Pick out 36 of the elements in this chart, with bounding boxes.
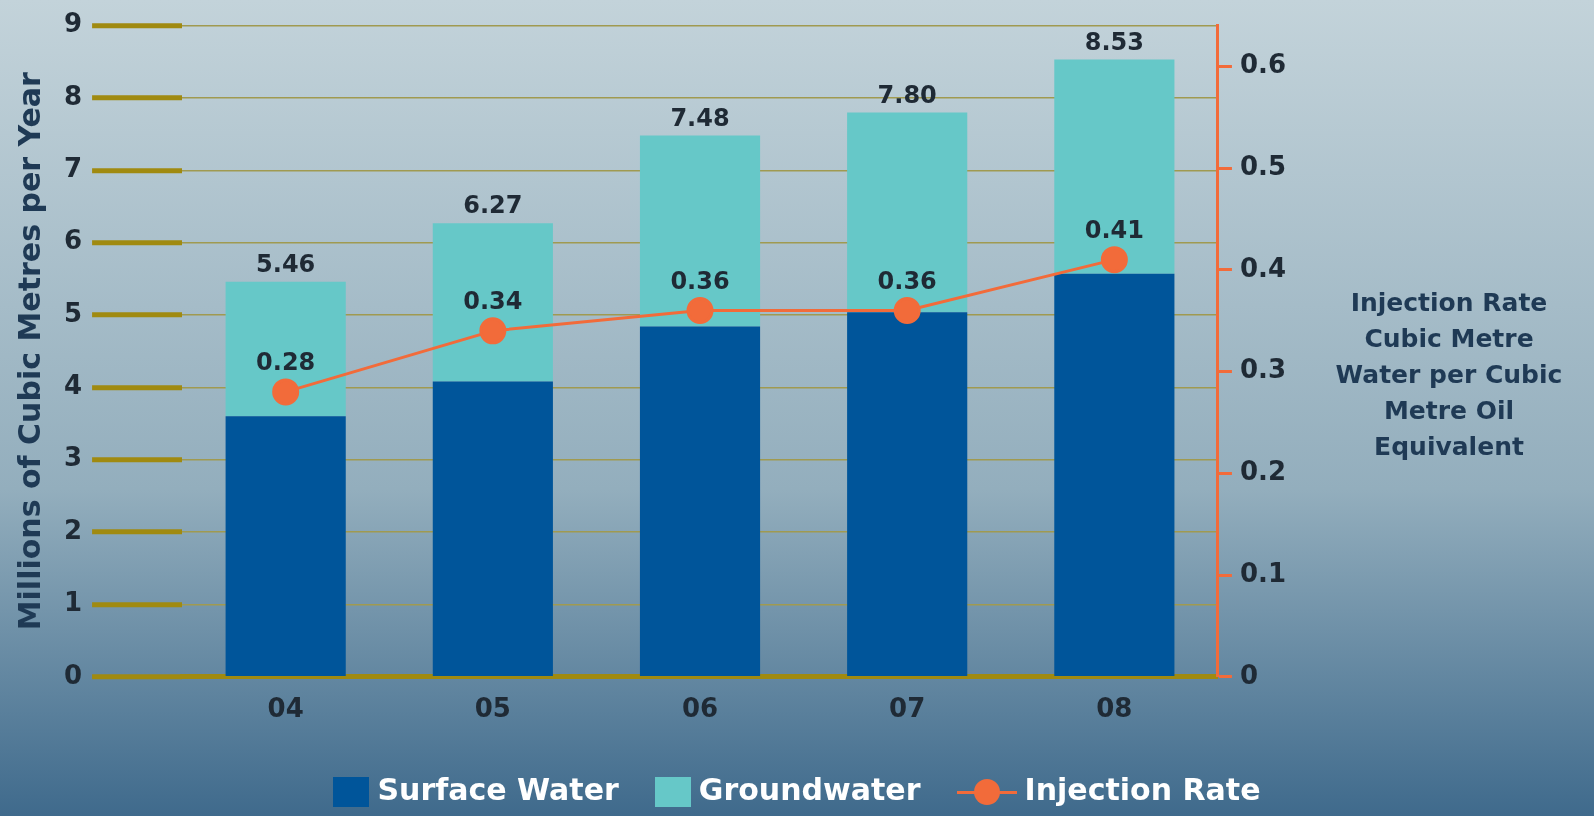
y-axis-title: Millions of Cubic Metres per Year — [11, 71, 47, 631]
total-label: 8.53 — [1084, 27, 1144, 56]
x-tick-label: 06 — [681, 693, 719, 724]
total-label: 7.48 — [670, 103, 730, 132]
x-tick-label: 08 — [1096, 693, 1133, 724]
y2-tick-label: 0.3 — [1239, 354, 1286, 385]
y-tick-label: 4 — [64, 370, 83, 401]
y-tick-label: 2 — [64, 514, 83, 545]
y2-tick-label: 0.4 — [1239, 252, 1286, 283]
y2-axis-title: Injection Rate Cubic Metre Water per Cubic Metre Oil Equivalent — [1334, 287, 1564, 463]
data-label: 0.41 — [1084, 215, 1144, 244]
data-label: 0.28 — [256, 348, 316, 377]
y-tick-label: 6 — [64, 225, 83, 256]
data-label: 0.36 — [670, 266, 730, 295]
y-tick-label: 5 — [64, 297, 83, 328]
legend-label: Groundwater — [698, 772, 921, 807]
x-tick-label: 07 — [889, 693, 926, 724]
y2-tick-label: 0.5 — [1239, 150, 1286, 181]
total-label: 5.46 — [256, 249, 316, 278]
y2-tick-label: 0.2 — [1239, 456, 1286, 487]
legend-label: Injection Rate — [1024, 772, 1261, 807]
total-label: 6.27 — [463, 191, 523, 220]
y2-tick-label: 0.6 — [1239, 49, 1286, 80]
y-tick-label: 9 — [64, 8, 83, 39]
data-label: 0.34 — [463, 287, 523, 316]
y-tick-label: 7 — [64, 153, 83, 184]
y2-tick-label: 0 — [1239, 659, 1259, 690]
y-tick-label: 3 — [64, 442, 83, 473]
y-tick-label: 0 — [64, 659, 83, 690]
y-tick-label: 1 — [64, 587, 83, 618]
data-label: 0.36 — [877, 266, 937, 295]
y2-tick-label: 0.1 — [1239, 557, 1286, 588]
y-tick-label: 8 — [64, 80, 83, 111]
x-tick-label: 05 — [474, 693, 511, 724]
x-tick-label: 04 — [267, 693, 304, 724]
legend-label: Surface Water — [377, 772, 619, 807]
